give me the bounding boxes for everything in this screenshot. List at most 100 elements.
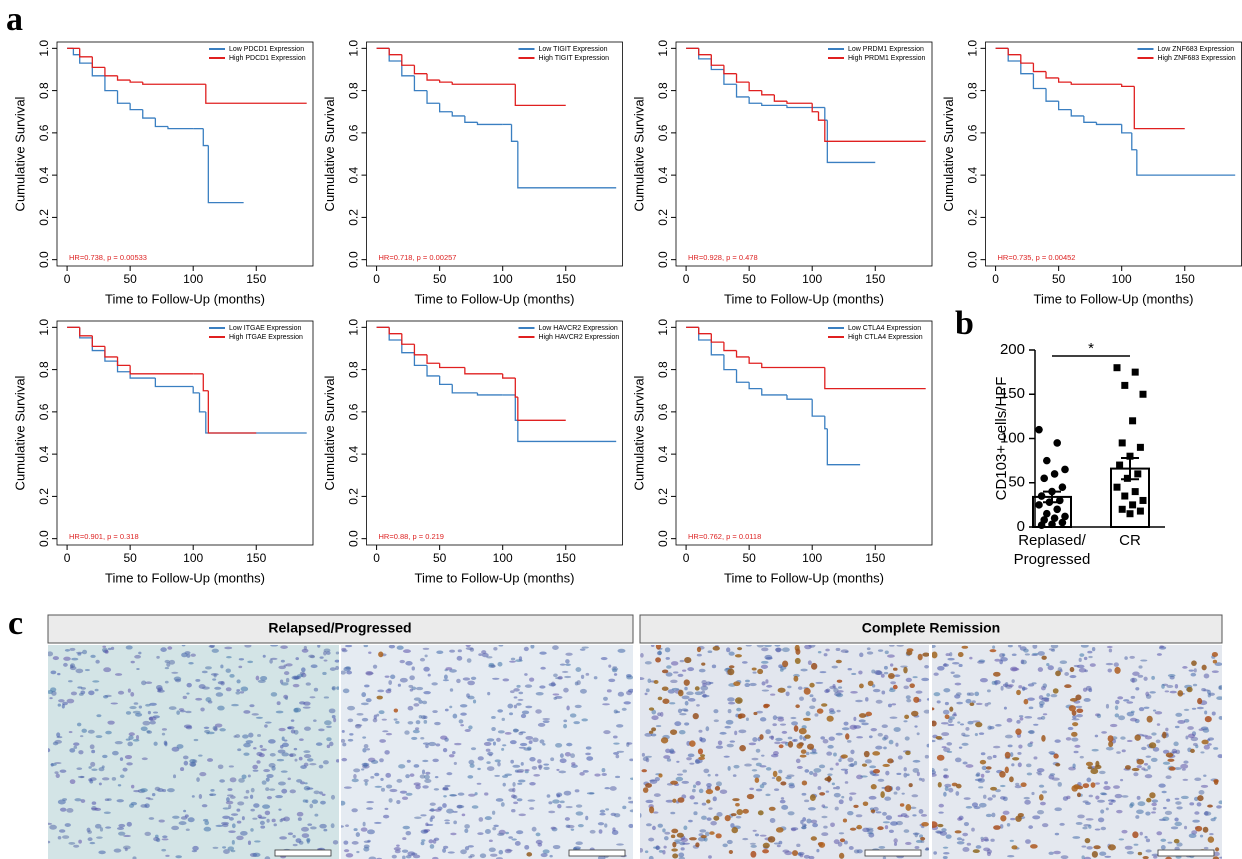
nucleus <box>1182 666 1188 669</box>
nucleus <box>703 768 710 774</box>
nucleus <box>885 770 890 776</box>
nucleus <box>874 670 882 675</box>
nucleus <box>153 711 159 714</box>
nucleus <box>1114 713 1120 718</box>
stained-cell <box>1168 766 1176 771</box>
nucleus <box>626 742 630 747</box>
nucleus <box>780 797 785 800</box>
nucleus <box>528 740 533 745</box>
nucleus <box>759 834 767 837</box>
stained-cell <box>922 652 929 657</box>
stained-cell <box>858 713 867 718</box>
nucleus <box>1156 653 1162 656</box>
nucleus <box>727 708 732 714</box>
nucleus <box>1160 838 1167 842</box>
nucleus <box>658 650 662 656</box>
nucleus <box>960 723 965 726</box>
nucleus <box>1144 774 1153 779</box>
annotation: HR=0.735, p = 0.00452 <box>998 253 1076 262</box>
nucleus <box>425 771 431 775</box>
header: Relapsed/Progressed <box>268 620 411 636</box>
nucleus <box>962 847 970 852</box>
nucleus <box>1105 807 1109 811</box>
survival-step <box>413 344 428 356</box>
nucleus <box>564 675 572 679</box>
nucleus <box>847 668 852 671</box>
x-tick-label: 50 <box>123 551 137 565</box>
nucleus <box>613 673 618 676</box>
nucleus <box>644 732 653 737</box>
x-tick-label: 100 <box>1112 272 1132 286</box>
nucleus <box>290 729 296 734</box>
nucleus <box>1141 767 1146 771</box>
stained-cell <box>804 734 811 739</box>
nucleus <box>326 651 331 655</box>
nucleus <box>969 656 973 660</box>
nucleus <box>1192 742 1198 747</box>
nucleus <box>497 661 503 667</box>
stained-cell <box>736 809 743 816</box>
y-tick-label: 0.6 <box>37 403 51 420</box>
stained-cell <box>737 647 743 651</box>
nucleus <box>889 663 894 667</box>
nucleus <box>1140 659 1148 662</box>
nucleus <box>231 839 235 845</box>
nucleus <box>613 709 618 714</box>
nucleus <box>409 675 415 681</box>
data-point <box>1118 439 1126 447</box>
nucleus <box>147 710 151 715</box>
plot-frame <box>366 320 623 546</box>
nucleus <box>84 668 90 672</box>
nucleus <box>565 659 570 664</box>
nucleus <box>412 854 421 859</box>
nucleus <box>616 724 624 728</box>
nucleus <box>957 817 963 821</box>
data-point <box>1126 452 1134 460</box>
nucleus <box>498 849 504 855</box>
nucleus <box>1135 687 1140 691</box>
nucleus <box>281 752 289 757</box>
nucleus <box>405 774 410 779</box>
survival-step <box>207 390 257 434</box>
nucleus <box>1099 851 1107 856</box>
nucleus <box>1141 746 1147 751</box>
nucleus <box>772 715 778 721</box>
nucleus <box>250 828 254 832</box>
nucleus <box>424 778 432 783</box>
nucleus <box>860 775 868 778</box>
x-tick-label: 0 <box>64 272 71 286</box>
nucleus <box>1145 849 1152 853</box>
nucleus <box>1192 819 1200 823</box>
nucleus <box>1086 777 1092 783</box>
nucleus <box>915 690 923 694</box>
nucleus <box>835 647 841 652</box>
stained-cell <box>872 768 881 774</box>
nucleus <box>231 823 236 829</box>
nucleus <box>657 823 663 828</box>
y-tick-label: 0.0 <box>656 530 670 547</box>
nucleus <box>185 725 193 730</box>
nucleus <box>368 856 377 859</box>
stained-cell <box>1016 689 1021 696</box>
nucleus <box>787 736 793 740</box>
nucleus <box>396 778 403 783</box>
nucleus <box>715 781 722 787</box>
nucleus <box>372 664 378 669</box>
nucleus <box>999 659 1004 665</box>
micrograph <box>932 645 1222 859</box>
nucleus <box>761 782 767 786</box>
nucleus <box>48 822 53 825</box>
nucleus <box>498 645 504 647</box>
nucleus <box>671 687 680 691</box>
nucleus <box>478 817 484 822</box>
stained-cell <box>937 781 942 788</box>
nucleus <box>69 779 76 785</box>
nucleus <box>506 849 513 852</box>
nucleus <box>974 732 978 737</box>
nucleus <box>978 802 987 808</box>
nucleus <box>1216 696 1222 701</box>
survival-step <box>723 65 737 75</box>
stained-cell <box>791 850 799 857</box>
nucleus <box>1160 845 1166 850</box>
survival-step <box>1121 124 1132 134</box>
